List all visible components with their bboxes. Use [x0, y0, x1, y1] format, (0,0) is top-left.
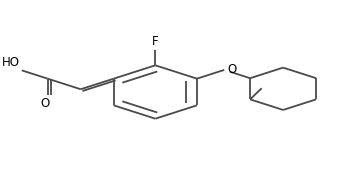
Text: F: F [152, 35, 159, 48]
Text: O: O [227, 63, 236, 76]
Text: O: O [41, 98, 50, 110]
Text: HO: HO [2, 56, 20, 69]
